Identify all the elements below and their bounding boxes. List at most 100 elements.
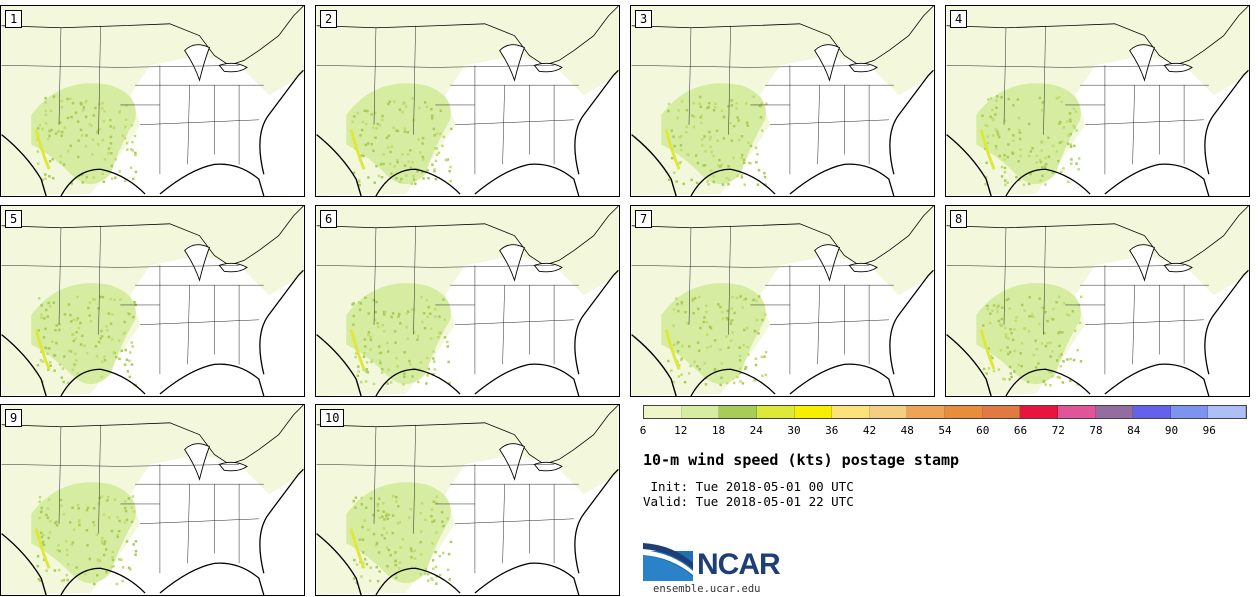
- state-border: [316, 65, 436, 68]
- wind-speckle: [673, 171, 676, 174]
- wind-speckle: [98, 496, 101, 500]
- wind-speckle: [709, 326, 713, 330]
- state-border: [1, 65, 121, 68]
- wind-speckle: [363, 345, 367, 348]
- wind-speckle: [75, 330, 78, 334]
- wind-speckle: [36, 555, 40, 558]
- wind-speckle: [38, 495, 42, 499]
- wind-speckle: [984, 124, 987, 127]
- map-svg: [1, 206, 304, 396]
- great-lakes: [1129, 244, 1193, 282]
- wind-speckle: [38, 500, 41, 504]
- wind-speckle: [113, 298, 116, 301]
- wind-speckle: [1072, 107, 1076, 111]
- wind-speckle: [1076, 348, 1079, 352]
- wind-speckle: [691, 298, 695, 301]
- wind-speckle: [684, 310, 687, 314]
- wind-speckle: [435, 582, 438, 586]
- state-border: [1043, 25, 1046, 135]
- wind-speckle: [360, 575, 363, 578]
- wind-speckle: [753, 329, 757, 333]
- wind-speckle: [396, 522, 400, 525]
- wind-speckle: [411, 375, 414, 378]
- wind-speckle: [691, 114, 694, 117]
- wind-speckle: [1046, 341, 1050, 345]
- wind-speckle: [397, 505, 400, 508]
- wind-speckle: [712, 154, 715, 158]
- wind-speckle: [401, 153, 404, 156]
- wind-speckle: [434, 177, 438, 181]
- wind-speckle: [77, 139, 80, 142]
- wind-speckle: [369, 337, 373, 340]
- wind-speckle: [1023, 309, 1026, 312]
- wind-speckle: [991, 309, 994, 312]
- coast-line: [631, 134, 677, 196]
- wind-speckle: [419, 151, 422, 154]
- wind-speckle: [430, 108, 433, 111]
- border-line: [946, 206, 1249, 266]
- wind-speckle: [400, 177, 403, 181]
- map-svg: [316, 206, 619, 396]
- wind-field-medium: [31, 83, 136, 185]
- wind-speckle: [36, 363, 40, 367]
- wind-speckle: [402, 383, 405, 386]
- wind-speckle: [1037, 322, 1041, 326]
- wind-speckle: [421, 155, 425, 159]
- great-lakes: [499, 44, 563, 82]
- wind-speckle: [392, 495, 395, 498]
- panel-number: 8: [950, 210, 968, 228]
- wind-speckle: [376, 321, 379, 325]
- wind-speckle: [760, 355, 764, 359]
- wind-speckle: [375, 565, 378, 569]
- wind-speckle: [70, 182, 74, 185]
- wind-speckle: [48, 175, 51, 178]
- wind-speckle: [124, 179, 127, 182]
- wind-speckle: [375, 126, 378, 130]
- state-border: [120, 65, 240, 68]
- wind-speckle: [718, 158, 721, 162]
- map-svg: [946, 206, 1249, 396]
- tick-label: 6: [639, 424, 647, 437]
- wind-speckle: [378, 497, 381, 500]
- state-border: [1132, 85, 1135, 165]
- wind-field-medium: [346, 482, 451, 584]
- state-border: [413, 225, 416, 335]
- wind-speckle: [981, 114, 984, 118]
- wind-speckle: [703, 316, 706, 319]
- wind-speckle: [46, 507, 49, 510]
- wind-speckle: [377, 551, 381, 554]
- map-svg: [946, 6, 1249, 196]
- wind-speckle: [732, 156, 735, 160]
- wind-speckle: [690, 178, 693, 182]
- wind-speckle: [100, 107, 104, 110]
- wind-speckle: [378, 570, 381, 573]
- wind-speckle: [40, 304, 43, 307]
- wind-streak: [34, 329, 51, 370]
- wind-speckle: [377, 174, 381, 178]
- wind-speckle: [377, 325, 380, 329]
- wind-speckle: [689, 364, 692, 368]
- state-border: [373, 27, 377, 125]
- wind-speckle: [698, 295, 701, 299]
- wind-speckle: [744, 367, 747, 371]
- wind-speckle: [1060, 100, 1063, 104]
- wind-speckle: [693, 296, 697, 300]
- border-line: [316, 405, 619, 465]
- wind-speckle: [1000, 324, 1003, 327]
- wind-speckle: [1028, 315, 1031, 318]
- wind-speckle: [97, 340, 101, 344]
- wind-speckle: [58, 363, 62, 366]
- wind-speckle: [730, 339, 733, 342]
- wind-speckle: [1000, 96, 1003, 99]
- wind-speckle: [118, 170, 121, 173]
- wind-speckle: [1003, 119, 1007, 122]
- wind-speckle: [105, 325, 108, 328]
- wind-speckle: [686, 153, 689, 156]
- wind-speckle: [47, 368, 50, 371]
- wind-speckle: [78, 523, 81, 527]
- wind-speckle: [106, 499, 109, 502]
- wind-speckle: [706, 180, 709, 183]
- wind-speckle: [727, 346, 730, 349]
- map-panel-10: 10: [315, 404, 620, 596]
- wind-speckle: [369, 335, 372, 339]
